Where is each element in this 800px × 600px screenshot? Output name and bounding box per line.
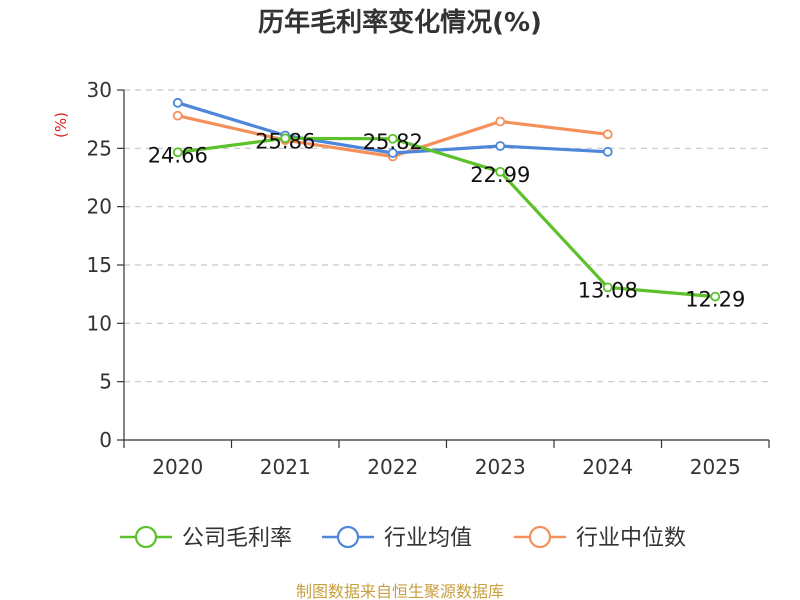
data-label: 25.82 (363, 130, 423, 154)
legend-marker (528, 525, 552, 549)
y-tick-label: 25 (87, 136, 112, 160)
data-point (602, 282, 613, 293)
x-tick-label: 2021 (260, 455, 311, 479)
x-tick-label: 2020 (152, 455, 203, 479)
data-point (495, 116, 506, 127)
data-point (710, 291, 721, 302)
y-tick-label: 30 (87, 78, 112, 102)
data-point (387, 133, 398, 144)
y-axis-label: (%) (52, 112, 70, 138)
y-tick-label: 5 (99, 370, 112, 394)
data-label: 24.66 (148, 143, 208, 167)
x-tick-label: 2024 (582, 455, 633, 479)
x-tick-label: 2022 (367, 455, 418, 479)
series-lines (172, 97, 721, 302)
data-labels: 24.66 25.86 25.82 22.99 13.08 12.29 (148, 129, 746, 311)
series-line (176, 136, 717, 299)
legend-label[interactable]: 行业中位数 (576, 526, 686, 551)
data-label: 22.99 (470, 163, 530, 187)
data-point (172, 110, 183, 121)
x-tick-label: 2025 (690, 455, 741, 479)
data-point (602, 146, 613, 157)
y-tick-label: 15 (87, 253, 112, 277)
data-label: 12.29 (685, 288, 745, 312)
legend-marker (134, 525, 158, 549)
legend-label[interactable]: 行业均值 (384, 526, 472, 551)
data-point (280, 133, 291, 144)
source-note: 制图数据来自恒生聚源数据库 (295, 582, 504, 600)
data-point (387, 148, 398, 158)
grid-lines (124, 89, 769, 383)
data-label: 13.08 (578, 278, 638, 302)
y-tick-label: 0 (99, 428, 112, 452)
chart-title: 历年毛利率变化情况(%) (258, 8, 542, 38)
legend: 公司毛利率 行业均值 行业中位数 (120, 525, 686, 551)
x-tick-label: 2023 (475, 455, 526, 479)
y-tick-label: 10 (87, 311, 112, 335)
data-label: 25.86 (255, 129, 315, 153)
legend-label[interactable]: 公司毛利率 (182, 526, 292, 551)
data-point (495, 166, 506, 177)
data-point (172, 147, 183, 158)
data-point (495, 141, 506, 151)
data-point (602, 129, 613, 140)
data-point (172, 97, 183, 108)
y-tick-label: 20 (87, 195, 112, 219)
legend-marker (336, 525, 360, 549)
